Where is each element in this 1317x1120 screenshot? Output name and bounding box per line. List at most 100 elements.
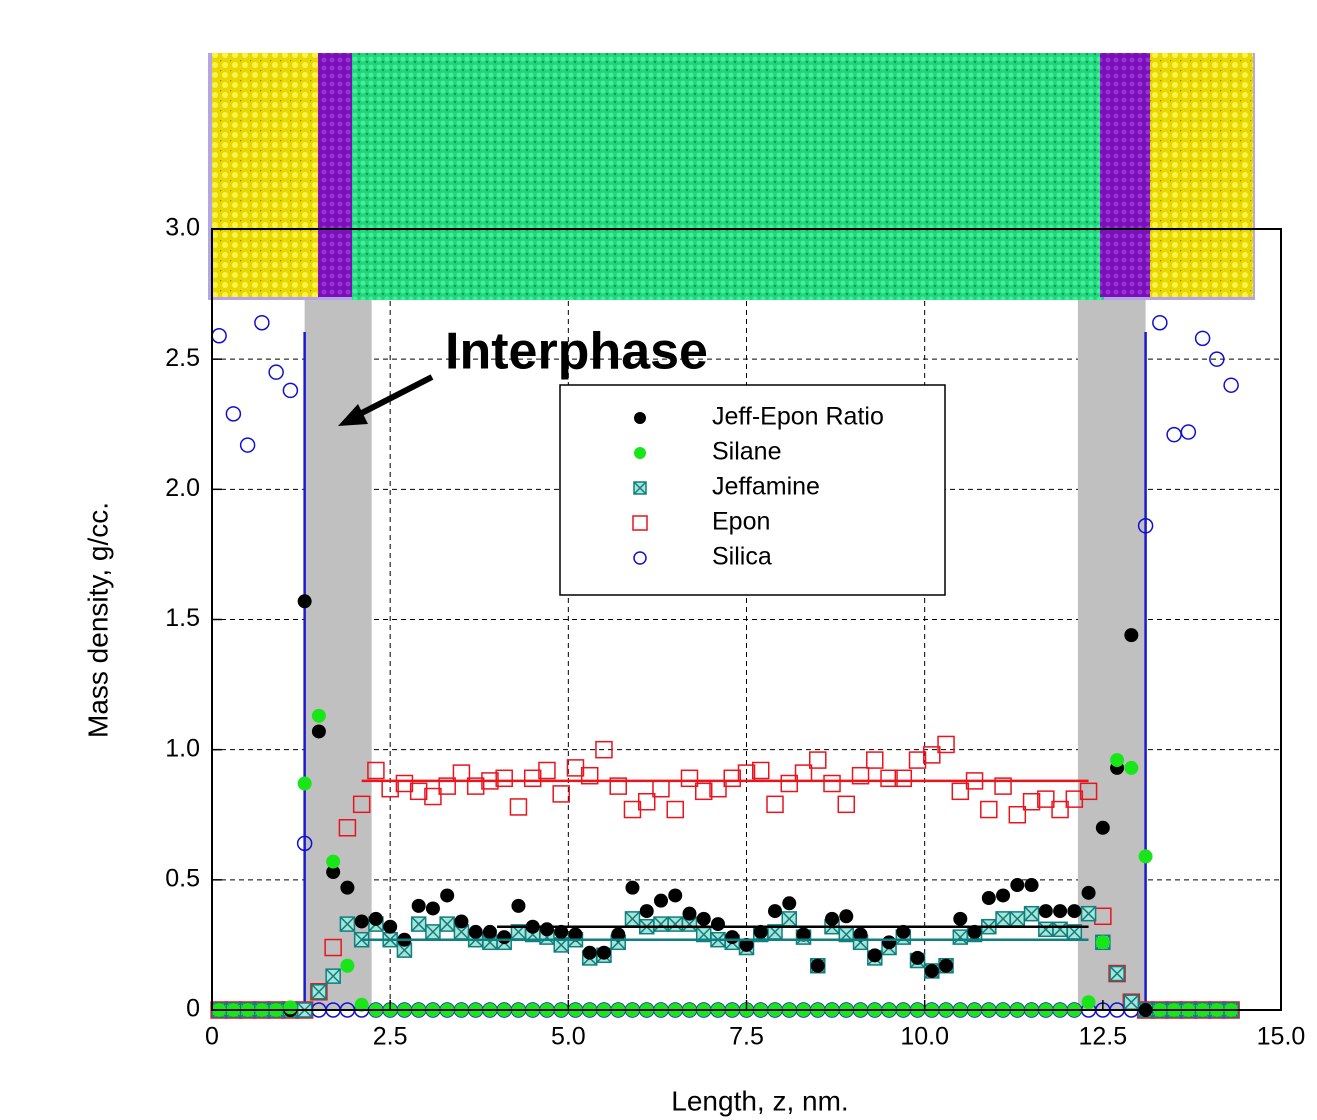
point	[633, 551, 647, 565]
silica-region	[212, 53, 318, 297]
point-cross	[482, 934, 498, 950]
point-cross	[439, 916, 455, 932]
point	[282, 382, 299, 399]
point-cross	[667, 916, 683, 932]
point	[1095, 935, 1110, 950]
point	[1209, 351, 1225, 367]
point	[425, 924, 441, 940]
point	[752, 761, 770, 780]
y-tick-label: 1.0	[165, 734, 200, 762]
point	[409, 782, 428, 801]
point	[668, 888, 683, 903]
point	[580, 766, 599, 785]
silane-region	[1100, 53, 1152, 297]
point	[896, 924, 911, 939]
point	[653, 893, 668, 908]
point	[1081, 885, 1096, 900]
point	[609, 777, 627, 795]
point	[368, 911, 383, 926]
point	[596, 945, 611, 960]
x-tick-label: 2.5	[373, 1023, 408, 1051]
y-tick-label: 3.0	[165, 214, 200, 242]
point	[453, 924, 470, 940]
point	[1095, 820, 1110, 835]
y-axis-label: Mass density, g/cc.	[82, 502, 113, 738]
point	[1008, 806, 1027, 824]
point	[1023, 905, 1040, 922]
point	[981, 891, 996, 906]
y-tick-label: 2.5	[165, 344, 200, 372]
point	[1180, 424, 1197, 440]
point-cross	[339, 916, 355, 932]
point	[1124, 628, 1139, 643]
point	[539, 922, 554, 937]
x-axis-label: Length, z, nm.	[671, 1085, 848, 1116]
point	[454, 914, 469, 929]
point	[1138, 849, 1153, 864]
plot-frame	[211, 228, 1282, 1011]
point	[667, 916, 683, 932]
point	[1223, 377, 1239, 393]
point	[825, 911, 840, 926]
point	[326, 865, 341, 880]
point	[809, 751, 827, 769]
point	[994, 777, 1012, 795]
legend-box	[559, 384, 946, 596]
legend: Jeff-Epon Ratio Silane Jeffamine Epon Silica	[559, 384, 946, 596]
point	[311, 708, 326, 723]
point	[782, 896, 797, 911]
point	[823, 774, 841, 793]
point	[1123, 994, 1140, 1010]
point	[410, 916, 427, 932]
point	[440, 888, 455, 903]
point	[1024, 878, 1039, 893]
point	[633, 481, 647, 495]
point	[796, 927, 811, 942]
point	[1010, 878, 1025, 893]
point	[1194, 330, 1211, 347]
legend-label: Jeff-Epon Ratio	[712, 403, 884, 431]
point-cross	[1123, 994, 1139, 1010]
point	[254, 314, 270, 331]
point	[980, 800, 998, 819]
legend-label: Silica	[712, 543, 772, 571]
point	[624, 911, 641, 927]
point	[509, 798, 528, 816]
legend-label: Silane	[712, 438, 782, 466]
point-cross	[633, 481, 647, 495]
point	[653, 916, 669, 932]
point	[425, 901, 440, 916]
point	[632, 515, 648, 531]
point-cross	[425, 924, 441, 940]
point	[1137, 518, 1154, 534]
point	[296, 835, 313, 852]
y-tick-label: 0	[186, 995, 200, 1023]
point	[625, 880, 640, 895]
point	[723, 769, 741, 788]
point	[326, 854, 341, 869]
point	[354, 914, 369, 929]
point	[1067, 904, 1082, 919]
point	[725, 930, 740, 945]
interphase-band	[1077, 300, 1146, 1010]
point-cross	[396, 942, 412, 958]
point	[468, 924, 483, 939]
point	[837, 795, 856, 814]
x-tick-label: 0	[205, 1023, 219, 1051]
point	[739, 937, 754, 952]
point	[211, 327, 227, 344]
point-cross	[1081, 906, 1097, 922]
point	[839, 909, 854, 924]
point	[880, 769, 898, 788]
point	[937, 735, 955, 754]
point-cross	[624, 911, 641, 927]
point	[768, 904, 783, 919]
point	[910, 950, 925, 965]
point	[923, 746, 941, 764]
point	[953, 911, 968, 926]
point	[340, 880, 355, 895]
point	[340, 958, 355, 973]
point-cross	[681, 916, 698, 932]
point	[853, 927, 868, 942]
